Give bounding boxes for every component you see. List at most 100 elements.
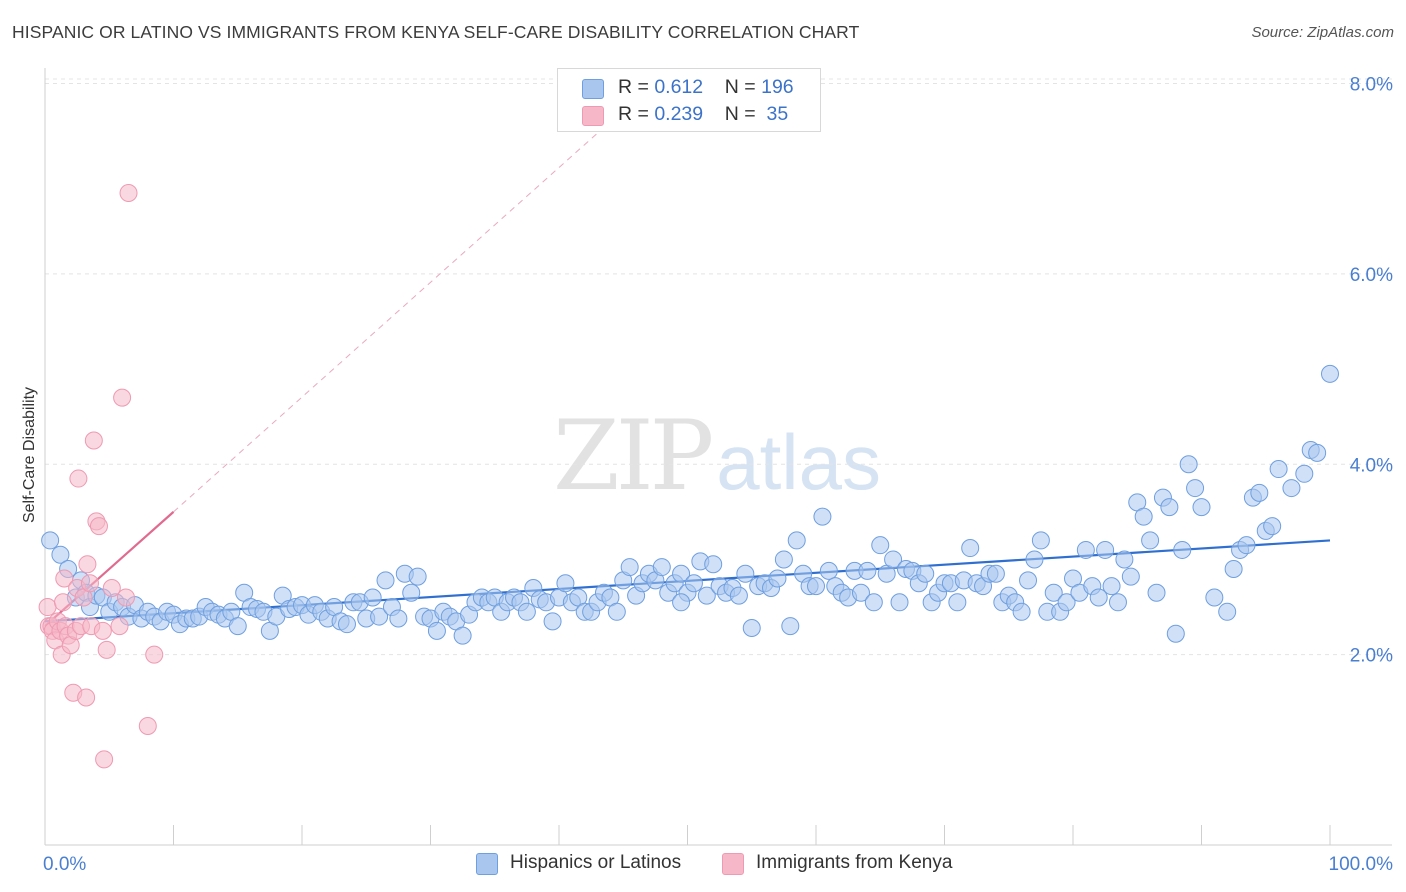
- point-hispanic: [517, 602, 536, 621]
- point-hispanic: [684, 574, 703, 593]
- y-axis-title: Self-Care Disability: [21, 387, 38, 523]
- point-hispanic: [1224, 559, 1243, 578]
- source-label: Source: ZipAtlas.com: [1251, 24, 1394, 41]
- point-hispanic: [1147, 583, 1166, 602]
- chart-title: HISPANIC OR LATINO VS IMMIGRANTS FROM KE…: [12, 22, 860, 42]
- watermark-atlas: atlas: [716, 418, 881, 506]
- point-kenya: [38, 598, 57, 617]
- point-kenya: [138, 717, 157, 736]
- point-kenya: [93, 621, 112, 640]
- point-hispanic: [1269, 460, 1288, 479]
- bottom-legend-swatch-kenya: [722, 853, 744, 875]
- point-hispanic: [1282, 479, 1301, 498]
- y-tick-label: 6.0%: [1350, 265, 1393, 286]
- point-kenya: [55, 569, 74, 588]
- point-hispanic: [1076, 540, 1095, 559]
- point-kenya: [95, 750, 114, 769]
- point-hispanic: [1166, 624, 1185, 643]
- point-hispanic: [672, 593, 691, 612]
- point-hispanic: [1173, 540, 1192, 559]
- point-hispanic: [1250, 483, 1269, 502]
- point-hispanic: [1141, 531, 1160, 550]
- point-kenya: [102, 579, 121, 598]
- point-hispanic: [1295, 464, 1314, 483]
- point-hispanic: [408, 567, 427, 586]
- point-kenya: [84, 431, 103, 450]
- legend-swatch-kenya: [582, 106, 604, 126]
- legend-r-value: 0.239: [654, 103, 704, 125]
- y-tick-label: 2.0%: [1350, 646, 1393, 667]
- point-hispanic: [736, 564, 755, 583]
- point-hispanic: [453, 626, 472, 645]
- watermark: ZIPatlas: [553, 400, 881, 512]
- point-hispanic: [556, 574, 575, 593]
- point-hispanic: [742, 618, 761, 637]
- point-kenya: [119, 184, 138, 203]
- point-kenya: [80, 574, 99, 593]
- point-hispanic: [1321, 364, 1339, 383]
- point-kenya: [110, 617, 129, 636]
- legend-row-hispanic: R = 0.612 N = 196: [582, 76, 794, 100]
- point-hispanic: [652, 558, 671, 577]
- legend-r-label: R =: [618, 103, 655, 125]
- point-kenya: [69, 469, 88, 488]
- point-hispanic: [986, 564, 1005, 583]
- point-hispanic: [1308, 443, 1327, 462]
- point-hispanic: [1205, 588, 1224, 607]
- point-hispanic: [402, 583, 421, 602]
- point-hispanic: [890, 593, 909, 612]
- point-kenya: [97, 640, 116, 659]
- axes: [44, 68, 1392, 846]
- correlation-legend: R = 0.612 N = 196 R = 0.239 N = 35: [557, 68, 821, 132]
- legend-stats-hispanic: R = 0.612 N = 196: [618, 76, 794, 99]
- point-hispanic: [1237, 536, 1256, 555]
- point-hispanic: [774, 550, 793, 569]
- point-hispanic: [1019, 571, 1038, 590]
- point-hispanic: [543, 612, 562, 631]
- point-hispanic: [1160, 498, 1179, 517]
- point-kenya: [89, 517, 108, 536]
- point-hispanic: [819, 561, 838, 580]
- point-hispanic: [1096, 540, 1115, 559]
- trend-lines: [44, 121, 1331, 627]
- y-tick-label: 4.0%: [1350, 455, 1393, 476]
- point-hispanic: [51, 545, 70, 564]
- point-hispanic: [41, 531, 60, 550]
- point-hispanic: [697, 586, 716, 605]
- point-hispanic: [768, 569, 787, 588]
- point-hispanic: [916, 564, 935, 583]
- point-hispanic: [1192, 498, 1211, 517]
- watermark-zip: ZIP: [553, 400, 714, 512]
- legend-r-value: 0.612: [654, 76, 704, 98]
- point-hispanic: [1218, 602, 1237, 621]
- point-hispanic: [389, 609, 408, 628]
- point-hispanic: [337, 615, 356, 634]
- x-tick-label-min: 0.0%: [43, 854, 86, 875]
- point-hispanic: [1102, 577, 1121, 596]
- legend-n-value: 35: [761, 103, 789, 125]
- point-hispanic: [1179, 455, 1198, 474]
- legend-row-kenya: R = 0.239 N = 35: [582, 103, 788, 127]
- point-hispanic: [376, 571, 395, 590]
- legend-n-value: 196: [761, 76, 794, 98]
- point-hispanic: [1134, 507, 1153, 526]
- point-kenya: [53, 593, 72, 612]
- y-tick-label: 8.0%: [1350, 75, 1393, 96]
- point-hispanic: [228, 617, 247, 636]
- point-hispanic: [1089, 588, 1108, 607]
- bottom-legend-label-hispanic: Hispanics or Latinos: [510, 852, 682, 873]
- point-hispanic: [672, 564, 691, 583]
- trend-line-kenya-extended: [173, 121, 611, 513]
- legend-stats-kenya: R = 0.239 N = 35: [618, 103, 788, 126]
- point-hispanic: [864, 593, 883, 612]
- point-hispanic: [704, 555, 723, 574]
- point-hispanic: [884, 550, 903, 569]
- point-hispanic: [1108, 593, 1127, 612]
- point-hispanic: [729, 586, 748, 605]
- legend-r-label: R =: [618, 76, 655, 98]
- point-hispanic: [1121, 567, 1140, 586]
- point-hispanic: [851, 583, 870, 602]
- point-hispanic: [787, 531, 806, 550]
- point-hispanic: [1263, 517, 1282, 536]
